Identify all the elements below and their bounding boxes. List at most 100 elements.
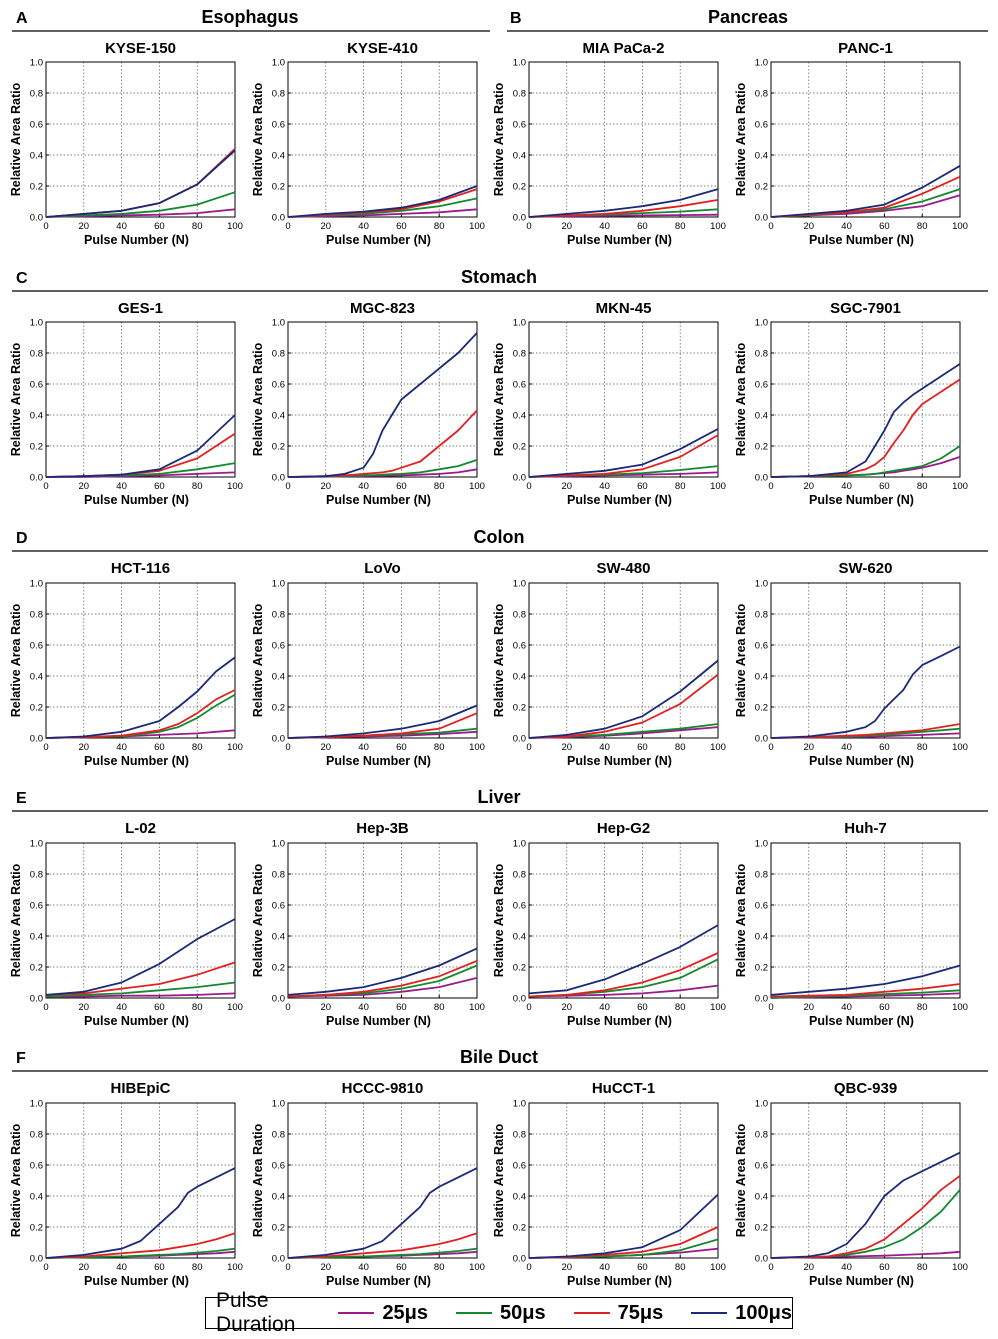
x-tick-label-sw-620: 0 bbox=[768, 742, 773, 753]
series-line-100us-hibepic bbox=[45, 1167, 236, 1259]
y-tick-label-kyse-410: 1.0 bbox=[272, 58, 285, 69]
x-tick-label-mia-paca-2: 100 bbox=[710, 221, 726, 232]
chart-title-lovo: LoVo bbox=[364, 560, 400, 577]
x-tick-label-lovo: 60 bbox=[396, 742, 407, 753]
y-tick-label-ges-1: 0.0 bbox=[30, 473, 43, 484]
y-tick-label-hct-116: 0.2 bbox=[30, 703, 43, 714]
series-line-100us-mkn-45 bbox=[528, 428, 719, 478]
legend-label-75us: 75μs bbox=[617, 1301, 664, 1324]
x-axis-label-huh-7: Pulse Number (N) bbox=[809, 1014, 914, 1028]
y-axis-label-mkn-45: Relative Area Ratio bbox=[492, 342, 506, 456]
y-axis-label-sgc-7901: Relative Area Ratio bbox=[734, 342, 748, 456]
panel-letter-c: C bbox=[16, 270, 28, 287]
chart-title-mkn-45: MKN-45 bbox=[596, 300, 652, 317]
y-axis-label-kyse-150: Relative Area Ratio bbox=[9, 82, 23, 196]
x-tick-label-hibepic: 20 bbox=[79, 1262, 90, 1273]
series-line-75us-hibepic bbox=[45, 1232, 236, 1259]
x-tick-label-l-02: 20 bbox=[79, 1002, 90, 1013]
y-tick-label-hep-g2: 0.0 bbox=[513, 994, 526, 1005]
x-tick-label-hucct-1: 80 bbox=[675, 1262, 686, 1273]
series-line-75us-hct-116 bbox=[45, 689, 236, 739]
y-tick-label-mgc-823: 0.8 bbox=[272, 349, 285, 360]
chart-title-hep-g2: Hep-G2 bbox=[597, 820, 650, 837]
series-line-50us-huh-7 bbox=[770, 989, 961, 999]
y-tick-label-sw-620: 0.0 bbox=[755, 734, 768, 745]
panel-letter-d: D bbox=[16, 530, 28, 547]
y-tick-label-hucct-1: 0.8 bbox=[513, 1130, 526, 1141]
y-tick-label-hucct-1: 1.0 bbox=[513, 1099, 526, 1110]
plot-frame-sgc-7901 bbox=[770, 321, 961, 478]
x-tick-label-kyse-150: 20 bbox=[79, 221, 90, 232]
x-axis-label-hibepic: Pulse Number (N) bbox=[84, 1274, 189, 1288]
section-title-esophagus: Esophagus bbox=[201, 7, 298, 27]
y-tick-label-sw-620: 0.2 bbox=[755, 703, 768, 714]
section-title-bile-duct: Bile Duct bbox=[460, 1047, 538, 1067]
y-axis-label-panc-1: Relative Area Ratio bbox=[734, 82, 748, 196]
series-line-100us-qbc-939 bbox=[770, 1151, 961, 1259]
series-line-100us-hep-g2 bbox=[528, 924, 719, 995]
chart-title-hct-116: HCT-116 bbox=[111, 560, 170, 577]
x-tick-label-kyse-150: 80 bbox=[192, 221, 203, 232]
chart-title-hep-3b: Hep-3B bbox=[356, 820, 409, 837]
plot-frame-mia-paca-2 bbox=[528, 61, 719, 218]
legend-entry-100us: 100μs bbox=[691, 1302, 792, 1325]
legend-label-25us: 25μs bbox=[382, 1301, 429, 1324]
y-tick-label-hibepic: 0.6 bbox=[30, 1161, 43, 1172]
x-tick-label-hep-g2: 80 bbox=[675, 1002, 686, 1013]
legend-entry-75us: 75μs bbox=[573, 1301, 664, 1325]
y-tick-label-l-02: 0.6 bbox=[30, 901, 43, 912]
x-tick-label-lovo: 40 bbox=[358, 742, 369, 753]
y-tick-label-ges-1: 0.8 bbox=[30, 349, 43, 360]
x-tick-label-sw-620: 100 bbox=[952, 742, 968, 753]
y-axis-label-l-02: Relative Area Ratio bbox=[9, 863, 23, 977]
y-axis-label-mgc-823: Relative Area Ratio bbox=[251, 342, 265, 456]
x-tick-label-hccc-9810: 100 bbox=[469, 1262, 485, 1273]
y-tick-label-kyse-150: 0.8 bbox=[30, 89, 43, 100]
y-tick-label-hct-116: 0.8 bbox=[30, 610, 43, 621]
x-axis-label-sw-480: Pulse Number (N) bbox=[567, 754, 672, 768]
plot-frame-hibepic bbox=[45, 1102, 236, 1259]
y-tick-label-mgc-823: 0.2 bbox=[272, 442, 285, 453]
x-axis-label-hucct-1: Pulse Number (N) bbox=[567, 1274, 672, 1288]
y-tick-label-mgc-823: 0.0 bbox=[272, 473, 285, 484]
x-tick-label-panc-1: 100 bbox=[952, 221, 968, 232]
y-tick-label-sw-480: 0.0 bbox=[513, 734, 526, 745]
x-tick-label-l-02: 0 bbox=[43, 1002, 48, 1013]
y-tick-label-sgc-7901: 0.6 bbox=[755, 380, 768, 391]
y-tick-label-huh-7: 0.0 bbox=[755, 994, 768, 1005]
x-tick-label-hccc-9810: 20 bbox=[321, 1262, 332, 1273]
x-tick-label-mia-paca-2: 40 bbox=[599, 221, 610, 232]
y-axis-label-hibepic: Relative Area Ratio bbox=[9, 1123, 23, 1237]
x-tick-label-sgc-7901: 60 bbox=[879, 481, 890, 492]
x-tick-label-qbc-939: 100 bbox=[952, 1262, 968, 1273]
x-tick-label-hep-g2: 0 bbox=[526, 1002, 531, 1013]
x-tick-label-mgc-823: 0 bbox=[285, 481, 290, 492]
x-tick-label-hibepic: 0 bbox=[43, 1262, 48, 1273]
x-tick-label-mkn-45: 100 bbox=[710, 481, 726, 492]
y-tick-label-panc-1: 0.6 bbox=[755, 120, 768, 131]
series-line-100us-mia-paca-2 bbox=[528, 188, 719, 218]
y-tick-label-sgc-7901: 0.0 bbox=[755, 473, 768, 484]
y-axis-label-sw-480: Relative Area Ratio bbox=[492, 603, 506, 717]
x-axis-label-kyse-150: Pulse Number (N) bbox=[84, 233, 189, 247]
x-tick-label-ges-1: 20 bbox=[79, 481, 90, 492]
y-tick-label-panc-1: 1.0 bbox=[755, 58, 768, 69]
x-tick-label-kyse-410: 0 bbox=[285, 221, 290, 232]
y-tick-label-hct-116: 0.4 bbox=[30, 672, 43, 683]
y-tick-label-panc-1: 0.2 bbox=[755, 182, 768, 193]
y-tick-label-hccc-9810: 0.0 bbox=[272, 1254, 285, 1265]
legend-label-50us: 50μs bbox=[500, 1301, 546, 1324]
y-tick-label-hccc-9810: 0.4 bbox=[272, 1192, 285, 1203]
x-tick-label-hep-g2: 40 bbox=[599, 1002, 610, 1013]
y-tick-label-hibepic: 0.4 bbox=[30, 1192, 43, 1203]
x-tick-label-sw-480: 40 bbox=[599, 742, 610, 753]
series-line-100us-panc-1 bbox=[770, 165, 961, 218]
x-tick-label-kyse-410: 60 bbox=[396, 221, 407, 232]
x-tick-label-hct-116: 100 bbox=[227, 742, 243, 753]
y-tick-label-sgc-7901: 0.4 bbox=[755, 411, 768, 422]
y-axis-label-sw-620: Relative Area Ratio bbox=[734, 603, 748, 717]
x-tick-label-hccc-9810: 0 bbox=[285, 1262, 290, 1273]
y-tick-label-qbc-939: 0.6 bbox=[755, 1161, 768, 1172]
x-tick-label-qbc-939: 0 bbox=[768, 1262, 773, 1273]
series-line-100us-mgc-823 bbox=[287, 332, 478, 478]
